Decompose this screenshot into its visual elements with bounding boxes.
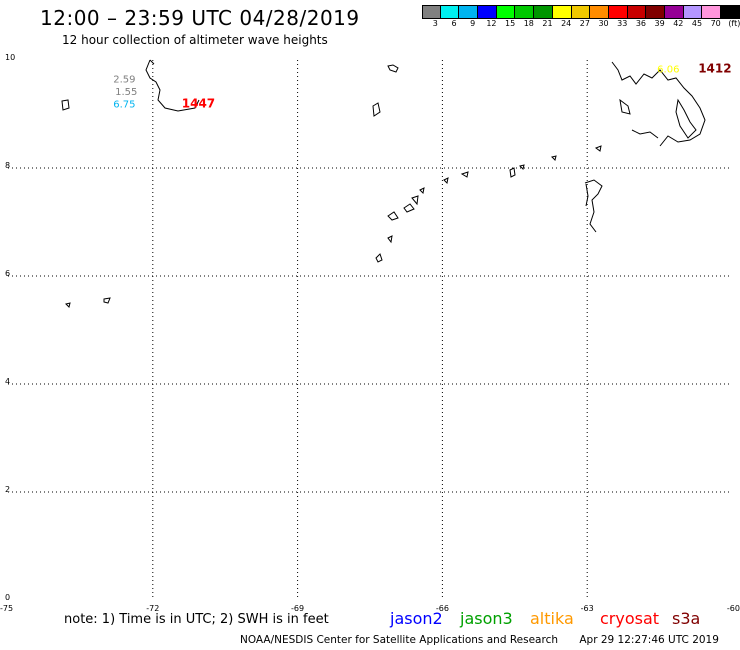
y-tick-label: 6 xyxy=(5,269,10,278)
legend-swatch xyxy=(683,5,703,19)
coastline xyxy=(61,59,706,308)
observation-time-label: 1412 xyxy=(698,61,731,75)
axis-labels: -75 -72 -69 -66 -63 -60 10 8 6 4 2 0 xyxy=(0,53,740,613)
legend-unit: (ft) xyxy=(728,19,740,28)
legend-swatches xyxy=(422,5,740,19)
x-tick-label: -72 xyxy=(146,604,159,613)
legend-swatch xyxy=(515,5,535,19)
satellite-altika: altika xyxy=(530,609,574,628)
legend-swatch xyxy=(440,5,460,19)
x-tick-label: -60 xyxy=(727,604,740,613)
wave-height-legend: 3 6 9 12 15 18 21 24 27 30 33 36 39 42 45 70 (ft) xyxy=(422,5,740,28)
legend-tick: 12 xyxy=(486,19,497,28)
x-tick-label: -75 xyxy=(0,604,13,613)
legend-swatch xyxy=(422,5,441,19)
legend-swatch xyxy=(571,5,591,19)
y-tick-label: 10 xyxy=(5,53,15,62)
footer-credit: NOAA/NESDIS Center for Satellite Applica… xyxy=(240,634,719,646)
legend-tick: 9 xyxy=(470,19,476,28)
observation-time-label: 1447 xyxy=(182,97,215,111)
legend-ticks: 3 6 9 12 15 18 21 24 27 30 33 36 39 42 45 70 (ft) xyxy=(426,19,740,28)
x-tick-label: -66 xyxy=(436,604,449,613)
legend-tick: 6 xyxy=(451,19,457,28)
legend-tick: 45 xyxy=(691,19,703,28)
legend-swatch xyxy=(721,5,740,19)
legend-tick: 24 xyxy=(561,19,572,28)
legend-swatch xyxy=(627,5,647,19)
legend-swatch xyxy=(534,5,553,19)
satellite-cryosat: cryosat xyxy=(600,609,660,628)
x-tick-label: -63 xyxy=(581,604,594,613)
legend-swatch xyxy=(459,5,479,19)
wave-height-label: 1.55 xyxy=(115,87,137,98)
wave-height-label: 2.59 xyxy=(113,75,135,86)
x-tick-label: -69 xyxy=(291,604,304,613)
legend-tick: 36 xyxy=(635,19,646,28)
legend-swatch xyxy=(702,5,721,19)
legend-tick: 70 xyxy=(710,19,721,28)
legend-tick: 33 xyxy=(617,19,628,28)
legend-swatch xyxy=(496,5,516,19)
wave-height-labels: 2.591.55 6.75 1447 6.06 1412 xyxy=(113,61,731,110)
legend-swatch xyxy=(664,5,684,19)
satellite-jason3: jason3 xyxy=(460,609,513,628)
legend-tick: 21 xyxy=(542,19,553,28)
credit-text: NOAA/NESDIS Center for Satellite Applica… xyxy=(240,634,558,646)
credit-timestamp: Apr 29 12:27:46 UTC 2019 xyxy=(579,634,719,646)
legend-swatch xyxy=(608,5,628,19)
legend-swatch xyxy=(552,5,572,19)
map-subtitle: 12 hour collection of altimeter wave hei… xyxy=(62,33,328,47)
map-title: 12:00 – 23:59 UTC 04/28/2019 xyxy=(40,6,360,30)
satellite-s3a: s3a xyxy=(672,609,701,628)
legend-tick: 42 xyxy=(673,19,684,28)
satellite-jason2: jason2 xyxy=(390,609,443,628)
map-grid xyxy=(8,60,732,600)
wave-height-label: 6.06 xyxy=(657,64,679,75)
footer-note: note: 1) Time is in UTC; 2) SWH is in fe… xyxy=(64,612,329,627)
legend-tick: 18 xyxy=(523,19,534,28)
legend-swatch xyxy=(590,5,609,19)
wave-height-label: 6.75 xyxy=(113,100,135,111)
y-tick-label: 4 xyxy=(5,377,10,386)
legend-tick: 30 xyxy=(598,19,609,28)
legend-swatch xyxy=(646,5,665,19)
legend-tick: 15 xyxy=(505,19,516,28)
y-tick-label: 8 xyxy=(5,161,10,170)
y-tick-label: 0 xyxy=(5,593,10,602)
legend-tick: 27 xyxy=(579,19,590,28)
legend-tick: 39 xyxy=(654,19,665,28)
legend-tick: 3 xyxy=(432,19,438,28)
y-tick-label: 2 xyxy=(5,485,10,494)
legend-swatch xyxy=(478,5,497,19)
